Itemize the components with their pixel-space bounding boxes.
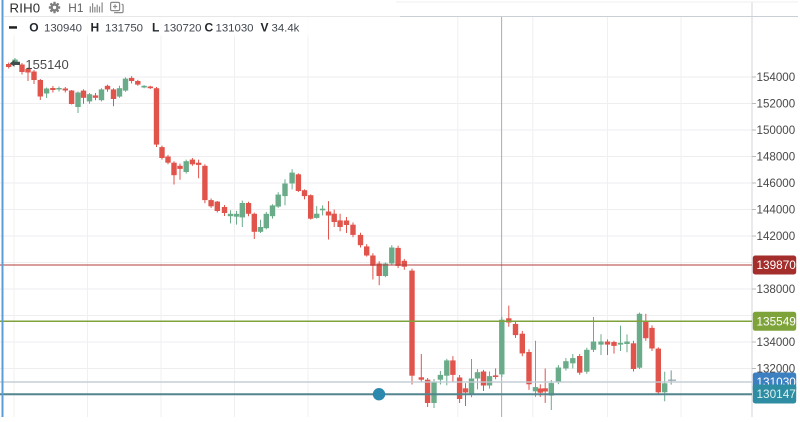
svg-text:130940: 130940 (44, 22, 82, 34)
svg-text:131750: 131750 (105, 22, 143, 34)
svg-text:134000: 134000 (757, 336, 796, 349)
svg-text:139870: 139870 (757, 258, 797, 272)
svg-text:C: C (205, 20, 214, 34)
svg-text:H: H (91, 20, 100, 34)
svg-text:138000: 138000 (757, 283, 796, 296)
svg-text:148000: 148000 (757, 151, 796, 164)
svg-text:130147: 130147 (757, 387, 796, 401)
svg-text:132000: 132000 (757, 363, 796, 376)
svg-text:RIH0: RIH0 (10, 1, 41, 16)
svg-text:155140: 155140 (25, 57, 68, 72)
svg-text:142000: 142000 (757, 230, 796, 243)
svg-text:146000: 146000 (757, 177, 796, 190)
svg-text:144000: 144000 (757, 204, 796, 217)
svg-text:V: V (261, 20, 269, 34)
svg-text:130720: 130720 (164, 22, 202, 34)
svg-text:135549: 135549 (757, 315, 796, 329)
svg-text:152000: 152000 (757, 98, 796, 111)
svg-text:O: O (29, 20, 38, 34)
svg-text:154000: 154000 (757, 71, 796, 84)
svg-text:150000: 150000 (757, 124, 796, 137)
svg-text:L: L (152, 20, 159, 34)
svg-text:131030: 131030 (216, 22, 254, 34)
svg-text:34.4k: 34.4k (272, 22, 300, 34)
svg-text:H1: H1 (68, 1, 83, 15)
